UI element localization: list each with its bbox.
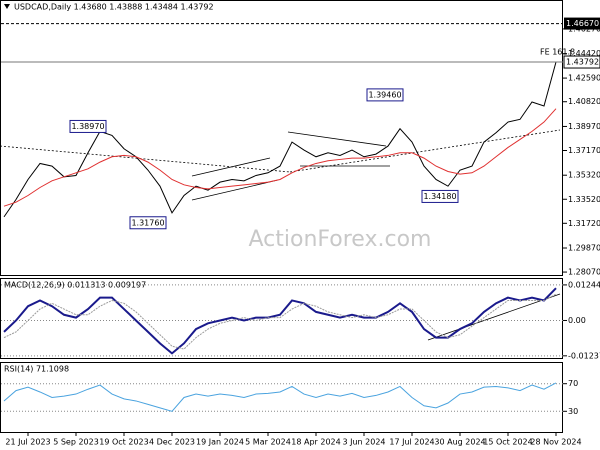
panel-title: MACD(12,26,9) 0.011313 0.009197 [4, 281, 146, 290]
y-tick-label: 30 [568, 407, 578, 416]
y-tick-label: 1.28070 [568, 268, 600, 277]
macd-panel [0, 278, 563, 359]
annotation-label: 1.31760 [131, 218, 164, 227]
level-box [564, 17, 600, 30]
annotation-label: 1.39460 [368, 90, 401, 99]
series-line [3, 287, 557, 355]
annotation-box [366, 88, 404, 102]
annotation-box [129, 216, 167, 230]
y-tick-label: -0.01237 [568, 351, 600, 360]
x-tick-label: 17 Jul 2024 [389, 438, 434, 447]
y-tick-label: 1.44420 [568, 49, 600, 58]
y-tick-label: 1.38970 [568, 122, 600, 131]
channel-line [191, 157, 271, 177]
y-tick-label: 0.012441 [568, 280, 600, 289]
channel-line [287, 131, 387, 147]
x-tick-label: 19 Jan 2024 [196, 438, 244, 447]
x-tick-label: 18 Apr 2024 [291, 438, 340, 447]
rsi-panel [0, 362, 563, 433]
y-tick-label: 70 [568, 379, 578, 388]
price-label: 1.43792 [566, 58, 599, 67]
panel-title: RSI(14) 71.1098 [4, 365, 69, 374]
y-tick-label: 0.00 [568, 316, 586, 325]
price-box [563, 55, 600, 69]
channel-line [191, 179, 279, 201]
annotation-box [421, 189, 459, 203]
y-tick-label: 1.35320 [568, 171, 600, 180]
y-tick-label: 1.33520 [568, 195, 600, 204]
x-tick-label: 5 Sep 2023 [53, 438, 99, 447]
x-tick-label: 30 Aug 2024 [434, 438, 485, 447]
x-tick-label: 21 Jul 2023 [5, 438, 50, 447]
x-tick-label: 3 Jun 2024 [342, 438, 385, 447]
x-tick-label: 28 Nov 2024 [530, 438, 581, 447]
annotation-label: 1.38970 [71, 122, 104, 131]
series-line [3, 108, 557, 207]
trendlines [0, 129, 561, 341]
series-line [3, 61, 557, 218]
y-tick-label: 1.42590 [568, 74, 600, 83]
level-label: 1.46670 [566, 19, 599, 28]
x-tick-label: 19 Oct 2023 [99, 438, 148, 447]
y-tick-label: 1.40820 [568, 97, 600, 106]
chart-title: USDCAD,Daily 1.43680 1.43888 1.43484 1.4… [14, 3, 214, 12]
x-tick-label: 4 Dec 2023 [149, 438, 195, 447]
annotation-box [69, 119, 107, 133]
title-icon [4, 4, 10, 9]
trendline [0, 145, 291, 173]
series-line [3, 382, 557, 412]
series-line [3, 293, 557, 350]
y-tick-label: 1.29870 [568, 244, 600, 253]
x-tick-label: 15 Oct 2024 [483, 438, 532, 447]
y-tick-label: 1.37170 [568, 146, 600, 155]
price-panel [0, 0, 563, 276]
x-tick-label: 5 Mar 2024 [245, 438, 291, 447]
trendline [289, 129, 561, 173]
annotation-label: 1.34180 [423, 192, 456, 201]
fibo-label: FE 161.8 [540, 48, 575, 57]
watermark: ActionForex.com [249, 227, 432, 252]
y-tick-label: 1.31720 [568, 219, 600, 228]
macd-trendline [427, 293, 561, 341]
